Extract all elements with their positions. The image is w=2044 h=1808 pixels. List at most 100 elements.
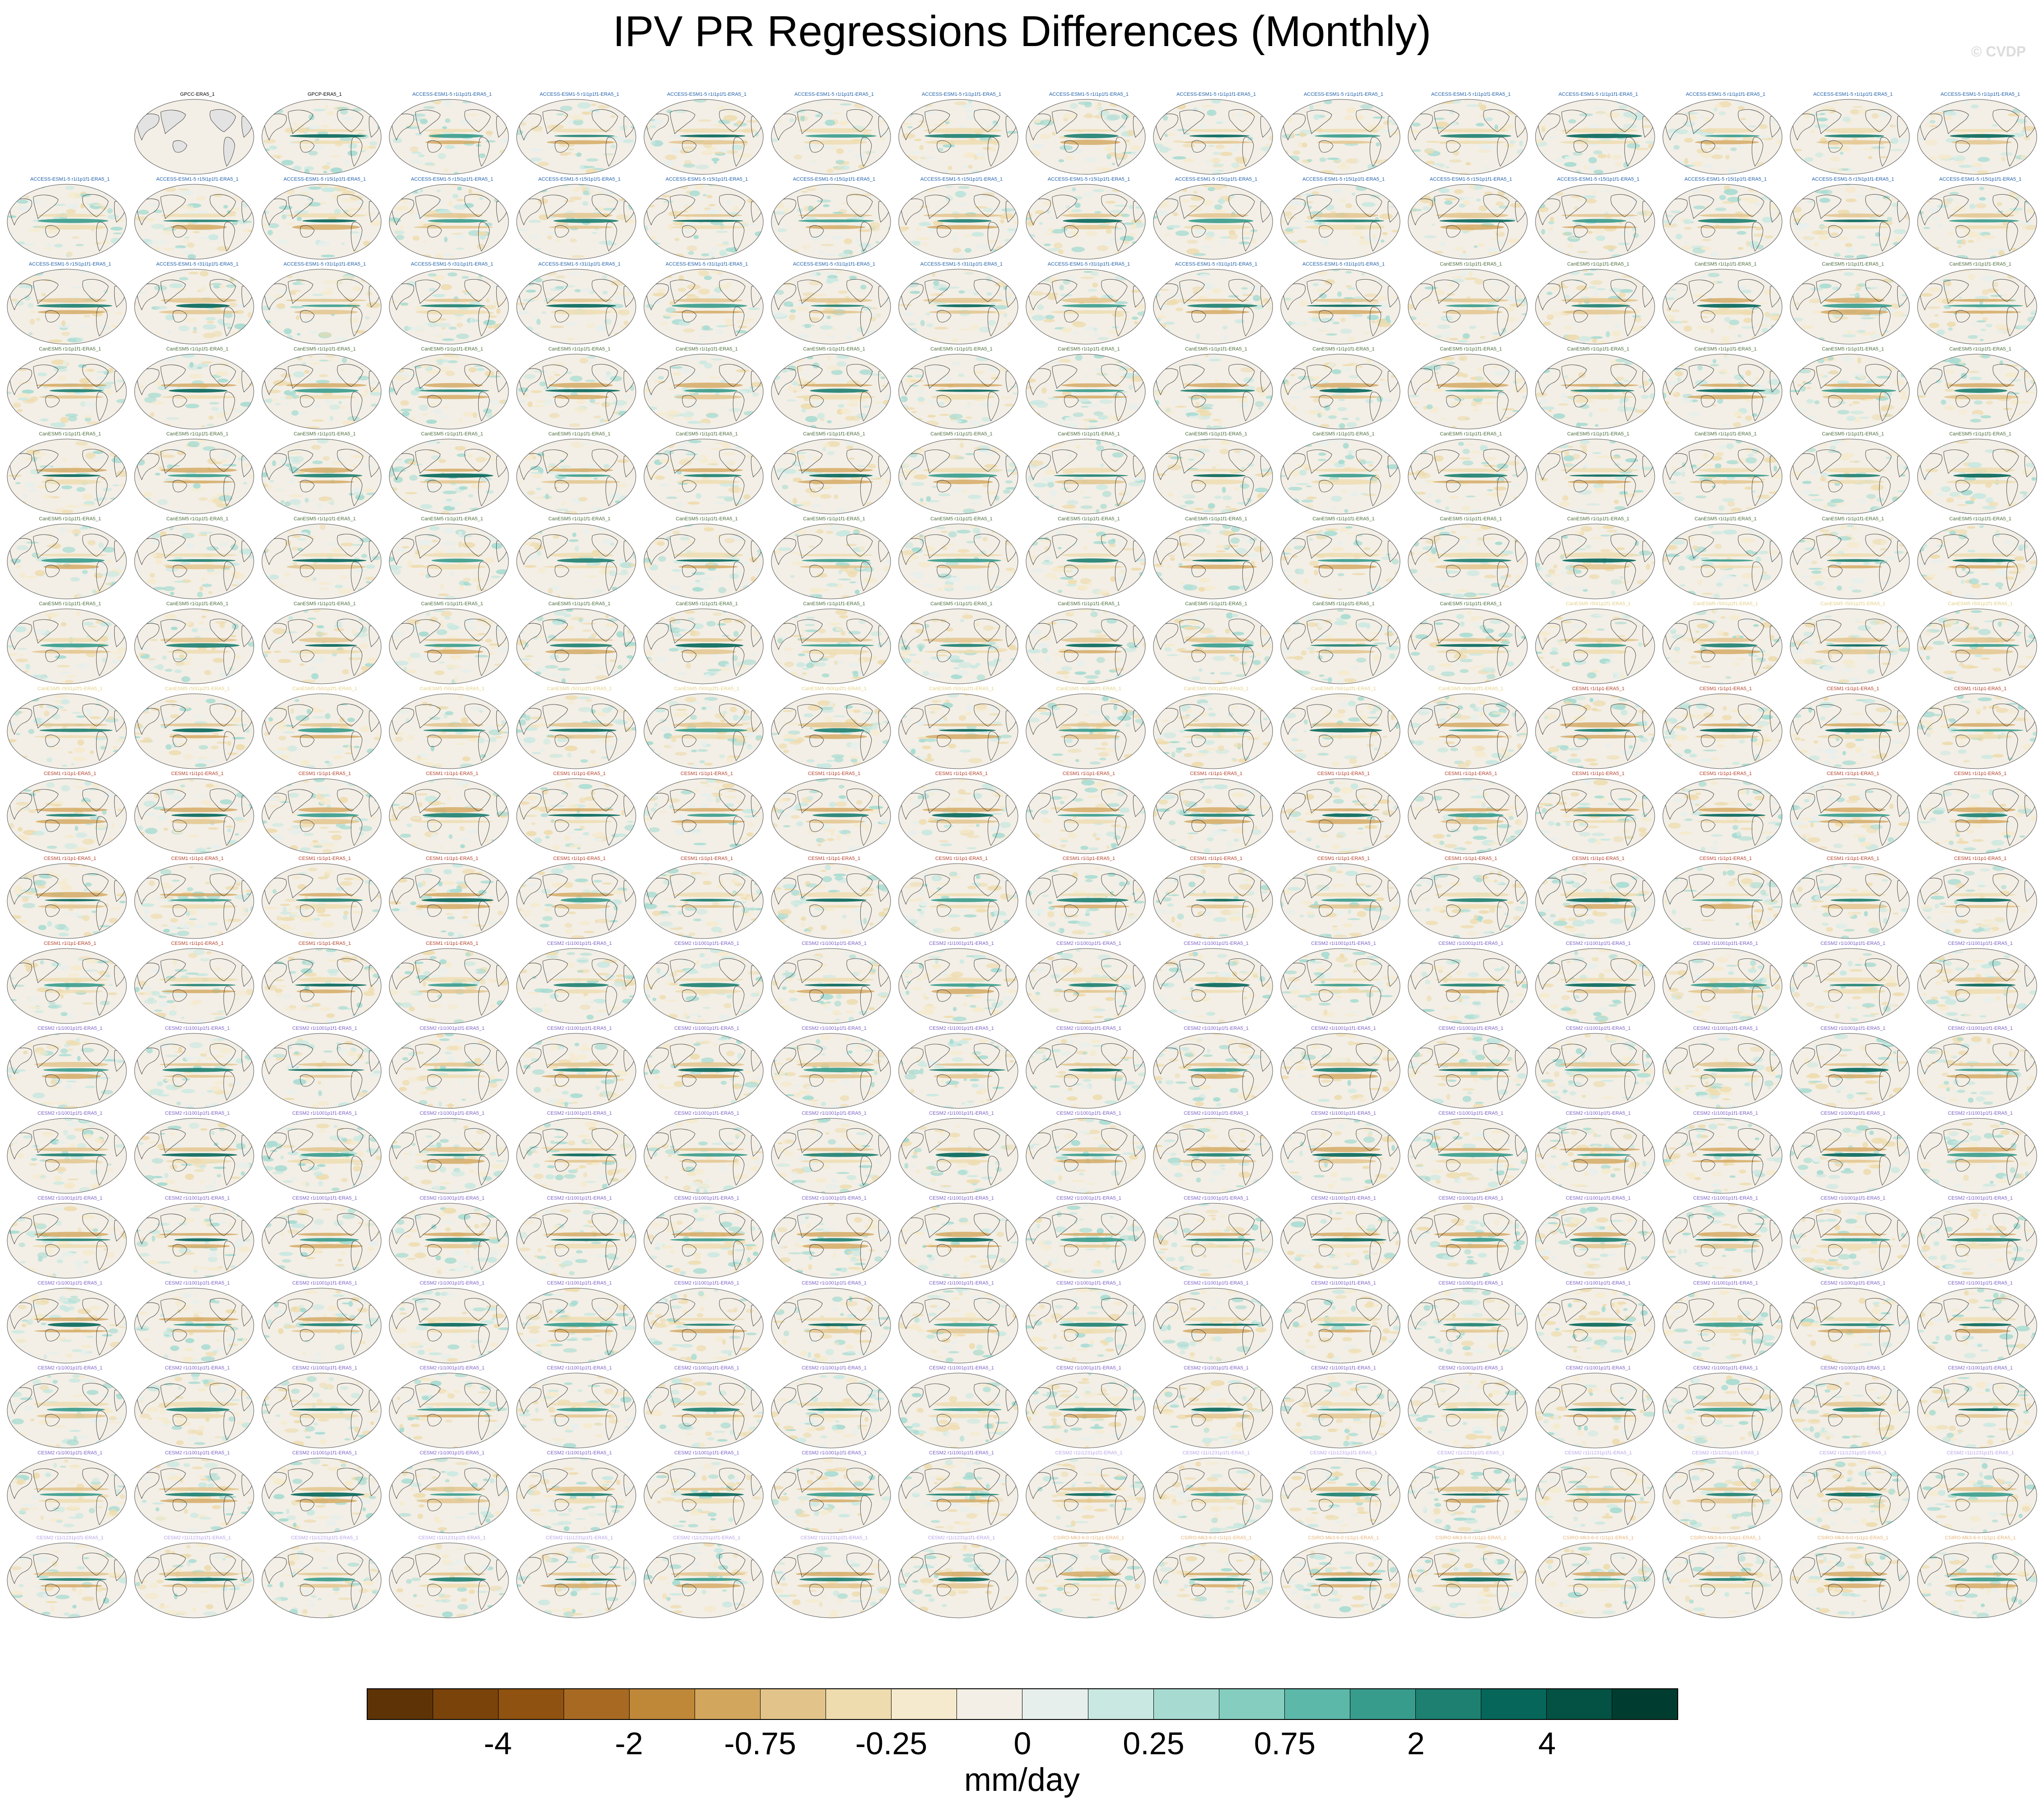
map-plot bbox=[1408, 354, 1528, 430]
field-blob bbox=[1135, 273, 1143, 279]
field-blob bbox=[610, 338, 617, 344]
field-blob bbox=[1126, 143, 1134, 145]
field-blob bbox=[367, 279, 380, 285]
field-blob bbox=[1725, 154, 1730, 160]
field-blob bbox=[688, 251, 694, 255]
field-blob bbox=[267, 398, 272, 404]
field-blob bbox=[1958, 296, 1962, 299]
field-blob bbox=[1666, 293, 1678, 298]
panel-title: CanESM5 r1i1p1f1-ERA5_1 bbox=[1662, 261, 1789, 268]
field-blob bbox=[1647, 409, 1655, 412]
field-blob bbox=[308, 150, 318, 156]
field-blob bbox=[1108, 152, 1118, 156]
field-blob bbox=[223, 252, 229, 256]
field-blob bbox=[1640, 275, 1645, 281]
field-blob bbox=[48, 229, 58, 234]
field-blob bbox=[1097, 245, 1109, 251]
coastline bbox=[1865, 194, 1892, 217]
field-blob bbox=[2015, 165, 2028, 171]
field-blob bbox=[912, 101, 919, 107]
field-blob bbox=[683, 328, 695, 333]
coastline bbox=[809, 395, 824, 407]
field-blob bbox=[262, 306, 271, 311]
map-panel: ACCESS-ESM1-5 r31i1p1f1-ERA5_1 bbox=[770, 261, 898, 346]
field-blob bbox=[883, 277, 891, 281]
field-blob bbox=[990, 377, 999, 380]
field-blob bbox=[1340, 199, 1346, 202]
field-blob bbox=[323, 171, 327, 173]
field-blob bbox=[17, 397, 29, 401]
coastline bbox=[1410, 283, 1433, 311]
equatorial-band bbox=[1697, 304, 1762, 308]
coastline bbox=[1101, 364, 1128, 387]
field-blob bbox=[1098, 415, 1108, 420]
map-panel: ACCESS-ESM1-5 r15i1p1f1-ERA5_1 bbox=[1153, 176, 1280, 261]
field-blob bbox=[1928, 247, 1940, 250]
field-blob bbox=[771, 152, 775, 158]
field-blob bbox=[14, 186, 23, 188]
field-blob bbox=[730, 161, 740, 163]
coastline bbox=[1242, 137, 1254, 167]
field-blob bbox=[41, 293, 47, 297]
field-blob bbox=[1955, 161, 1965, 164]
field-blob bbox=[686, 245, 697, 252]
field-blob bbox=[926, 184, 933, 187]
panel-title: ACCESS-ESM1-5 r15i1p1f1-ERA5_1 bbox=[1917, 176, 2044, 183]
coastline bbox=[337, 194, 364, 217]
field-blob bbox=[914, 374, 924, 378]
field-blob bbox=[574, 289, 581, 293]
field-blob bbox=[1623, 112, 1634, 117]
field-blob bbox=[1030, 242, 1035, 246]
field-blob bbox=[1101, 242, 1115, 244]
field-blob bbox=[911, 411, 917, 413]
field-blob bbox=[2008, 166, 2022, 171]
field-blob bbox=[547, 232, 560, 235]
field-blob bbox=[503, 422, 509, 425]
field-blob bbox=[1663, 113, 1667, 117]
map-frame bbox=[516, 99, 636, 175]
field-blob bbox=[1564, 375, 1568, 378]
field-blob bbox=[552, 371, 558, 374]
panel-title: ACCESS-ESM1-5 r31i1p1f1-ERA5_1 bbox=[1025, 261, 1153, 268]
field-blob bbox=[1377, 256, 1384, 259]
coastline bbox=[682, 140, 697, 153]
field-blob bbox=[1976, 236, 1981, 242]
field-blob bbox=[925, 312, 931, 316]
map-plot bbox=[261, 269, 382, 345]
field-blob bbox=[1293, 150, 1300, 155]
field-blob bbox=[948, 420, 962, 423]
field-blob bbox=[1195, 402, 1200, 407]
field-blob bbox=[40, 301, 47, 306]
negative-band bbox=[1436, 383, 1509, 388]
field-blob bbox=[352, 427, 363, 429]
field-blob bbox=[565, 321, 578, 326]
field-blob bbox=[1064, 416, 1077, 421]
coastline bbox=[924, 280, 950, 304]
map-plot bbox=[516, 354, 636, 430]
field-blob bbox=[1287, 226, 1301, 229]
coastline bbox=[974, 279, 1000, 302]
map-panel: ACCESS-ESM1-5 r1i1p1f1-ERA5_1 bbox=[1153, 91, 1280, 176]
field-blob bbox=[1123, 423, 1130, 429]
field-blob bbox=[1937, 204, 1949, 208]
field-blob bbox=[1535, 277, 1542, 280]
map-plot bbox=[898, 269, 1018, 345]
field-blob bbox=[570, 114, 584, 121]
field-blob bbox=[1888, 170, 1896, 173]
coastline bbox=[1446, 225, 1461, 238]
field-blob bbox=[247, 312, 252, 318]
field-blob bbox=[322, 280, 337, 285]
field-blob bbox=[153, 341, 162, 344]
field-blob bbox=[1477, 367, 1483, 372]
field-blob bbox=[945, 172, 959, 174]
field-blob bbox=[280, 360, 286, 364]
field-blob bbox=[1969, 204, 1976, 209]
field-blob bbox=[229, 302, 238, 307]
field-blob bbox=[476, 99, 485, 101]
field-blob bbox=[16, 369, 27, 371]
field-blob bbox=[742, 270, 747, 274]
field-blob bbox=[495, 414, 506, 420]
negative-band bbox=[923, 383, 1003, 387]
field-blob bbox=[692, 372, 701, 376]
field-blob bbox=[1618, 242, 1630, 246]
